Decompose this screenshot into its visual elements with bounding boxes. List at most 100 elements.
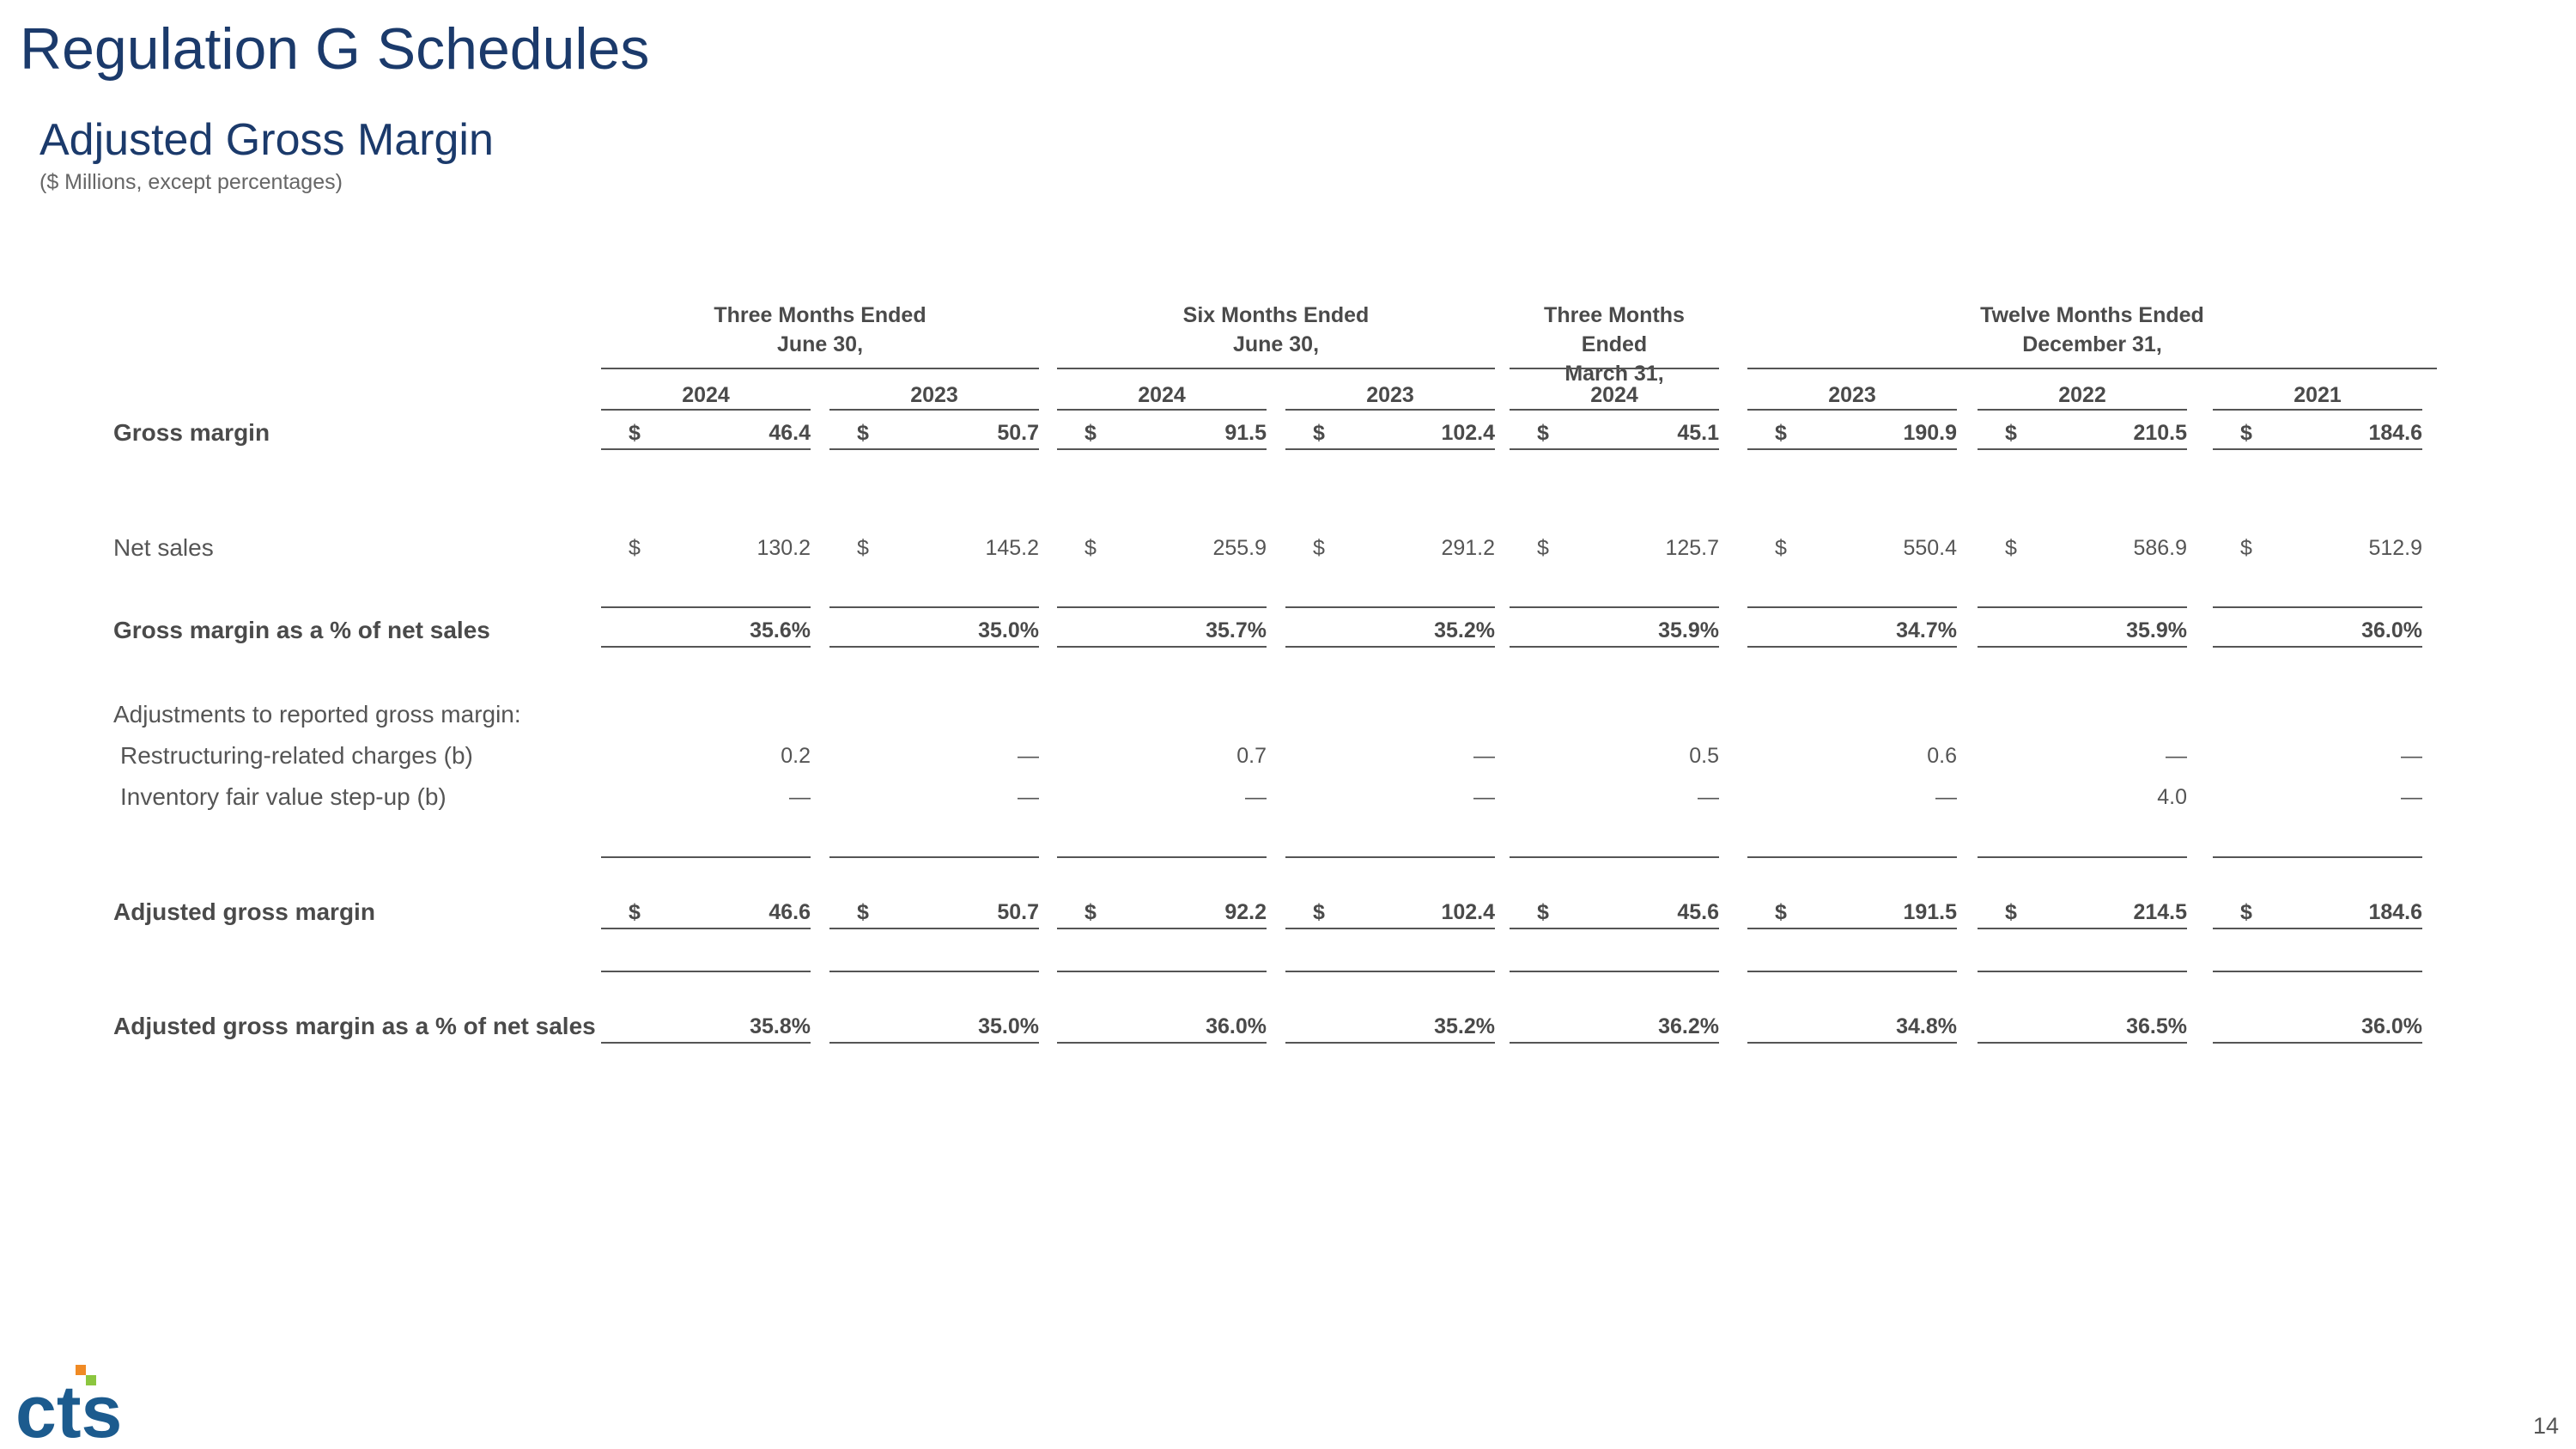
table-cell: $512.9 bbox=[2213, 536, 2422, 565]
table-cell: 4.0 bbox=[1978, 785, 2187, 814]
currency-symbol: $ bbox=[2240, 900, 2252, 924]
cell-value: 0.2 bbox=[781, 744, 811, 768]
table-cell: $291.2 bbox=[1285, 536, 1495, 565]
year-header: 2023 bbox=[829, 383, 1039, 411]
table-cell: 0.6 bbox=[1747, 744, 1957, 773]
table-cell: — bbox=[1057, 785, 1267, 814]
table-cell: $46.4 bbox=[601, 421, 811, 450]
currency-symbol: $ bbox=[1084, 900, 1097, 924]
table-cell: $45.6 bbox=[1510, 900, 1719, 929]
separator-rule bbox=[1510, 606, 1719, 608]
year-header: 2021 bbox=[2213, 383, 2422, 411]
separator-rule bbox=[1747, 971, 1957, 972]
cell-value: 36.2% bbox=[1658, 1014, 1719, 1038]
table-cell: 36.5% bbox=[1978, 1014, 2187, 1044]
cell-value: 35.9% bbox=[1658, 618, 1719, 642]
year-header: 2023 bbox=[1747, 383, 1957, 411]
group-header: Twelve Months Ended December 31, bbox=[1747, 301, 2437, 359]
section-title: Adjusted Gross Margin bbox=[39, 115, 494, 165]
group-header-rule bbox=[1747, 368, 2437, 369]
group-header-line2: June 30, bbox=[776, 332, 864, 356]
table-cell: 35.2% bbox=[1285, 1014, 1495, 1044]
row-label: Adjusted gross margin bbox=[113, 898, 375, 925]
group-header-rule bbox=[1510, 368, 1719, 369]
table-cell: $184.6 bbox=[2213, 900, 2422, 929]
cts-logo: cts bbox=[15, 1365, 122, 1443]
cell-value: — bbox=[2401, 785, 2422, 809]
table-cell: — bbox=[1285, 744, 1495, 773]
currency-symbol: $ bbox=[629, 536, 641, 560]
cell-value: 35.2% bbox=[1434, 1014, 1495, 1038]
separator-rule bbox=[829, 856, 1039, 858]
cell-value: 34.8% bbox=[1896, 1014, 1957, 1038]
currency-symbol: $ bbox=[629, 421, 641, 445]
table-cell: $210.5 bbox=[1978, 421, 2187, 450]
row-label: Inventory fair value step-up (b) bbox=[120, 783, 447, 810]
group-header: Three Months Ended June 30, bbox=[601, 301, 1039, 359]
cell-value: 34.7% bbox=[1896, 618, 1957, 642]
cell-value: — bbox=[1245, 785, 1267, 809]
table-cell: 36.0% bbox=[2213, 1014, 2422, 1044]
cell-value: 125.7 bbox=[1665, 536, 1719, 560]
table-cell: $550.4 bbox=[1747, 536, 1957, 565]
table-cell: 35.8% bbox=[601, 1014, 811, 1044]
group-header: Six Months Ended June 30, bbox=[1057, 301, 1495, 359]
year-header: 2024 bbox=[601, 383, 811, 411]
table-cell: — bbox=[1285, 785, 1495, 814]
row-label: Adjusted gross margin as a % of net sale… bbox=[113, 1013, 596, 1039]
row-label: Gross margin bbox=[113, 419, 270, 446]
table-cell: $50.7 bbox=[829, 900, 1039, 929]
cell-value: 512.9 bbox=[2368, 536, 2422, 560]
separator-rule bbox=[1057, 971, 1267, 972]
separator-rule bbox=[1978, 971, 2187, 972]
table-cell: 0.2 bbox=[601, 744, 811, 773]
table-cell: — bbox=[829, 744, 1039, 773]
cell-value: — bbox=[1698, 785, 1719, 809]
separator-rule bbox=[601, 856, 811, 858]
table-cell: — bbox=[829, 785, 1039, 814]
table-cell: $45.1 bbox=[1510, 421, 1719, 450]
group-header: Three Months Ended March 31, bbox=[1510, 301, 1719, 388]
table-cell: $102.4 bbox=[1285, 421, 1495, 450]
separator-rule bbox=[1057, 606, 1267, 608]
currency-symbol: $ bbox=[2005, 900, 2017, 924]
cell-value: 45.6 bbox=[1677, 900, 1719, 924]
currency-symbol: $ bbox=[857, 900, 869, 924]
table-cell: $255.9 bbox=[1057, 536, 1267, 565]
currency-symbol: $ bbox=[1084, 421, 1097, 445]
group-header-line2: June 30, bbox=[1232, 332, 1320, 356]
row-label: Gross margin as a % of net sales bbox=[113, 617, 490, 643]
table-cell: $130.2 bbox=[601, 536, 811, 565]
currency-symbol: $ bbox=[1313, 421, 1325, 445]
cell-value: 36.0% bbox=[2361, 618, 2422, 642]
separator-rule bbox=[1285, 971, 1495, 972]
currency-symbol: $ bbox=[1537, 421, 1549, 445]
cell-value: — bbox=[1935, 785, 1957, 809]
currency-symbol: $ bbox=[2240, 421, 2252, 445]
table-cell: — bbox=[2213, 785, 2422, 814]
cell-value: 36.5% bbox=[2126, 1014, 2187, 1038]
cell-value: — bbox=[1473, 785, 1495, 809]
cell-value: 4.0 bbox=[2157, 785, 2187, 809]
cell-value: 214.5 bbox=[2133, 900, 2187, 924]
cell-value: 45.1 bbox=[1677, 421, 1719, 445]
separator-rule bbox=[1747, 856, 1957, 858]
separator-rule bbox=[1978, 856, 2187, 858]
currency-symbol: $ bbox=[629, 900, 641, 924]
logo-orange-square bbox=[76, 1365, 86, 1375]
separator-rule bbox=[1510, 971, 1719, 972]
currency-symbol: $ bbox=[2240, 536, 2252, 560]
group-header-line2: March 31, bbox=[1564, 362, 1664, 386]
table-cell: 35.6% bbox=[601, 618, 811, 648]
table-cell: $145.2 bbox=[829, 536, 1039, 565]
logo-green-square bbox=[86, 1375, 96, 1385]
cell-value: 46.4 bbox=[769, 421, 811, 445]
cell-value: 35.6% bbox=[750, 618, 811, 642]
separator-rule bbox=[1978, 606, 2187, 608]
cell-value: 0.6 bbox=[1927, 744, 1957, 768]
separator-rule bbox=[829, 606, 1039, 608]
cell-value: 255.9 bbox=[1212, 536, 1267, 560]
separator-rule bbox=[1285, 856, 1495, 858]
separator-rule bbox=[2213, 606, 2422, 608]
cell-value: 550.4 bbox=[1903, 536, 1957, 560]
